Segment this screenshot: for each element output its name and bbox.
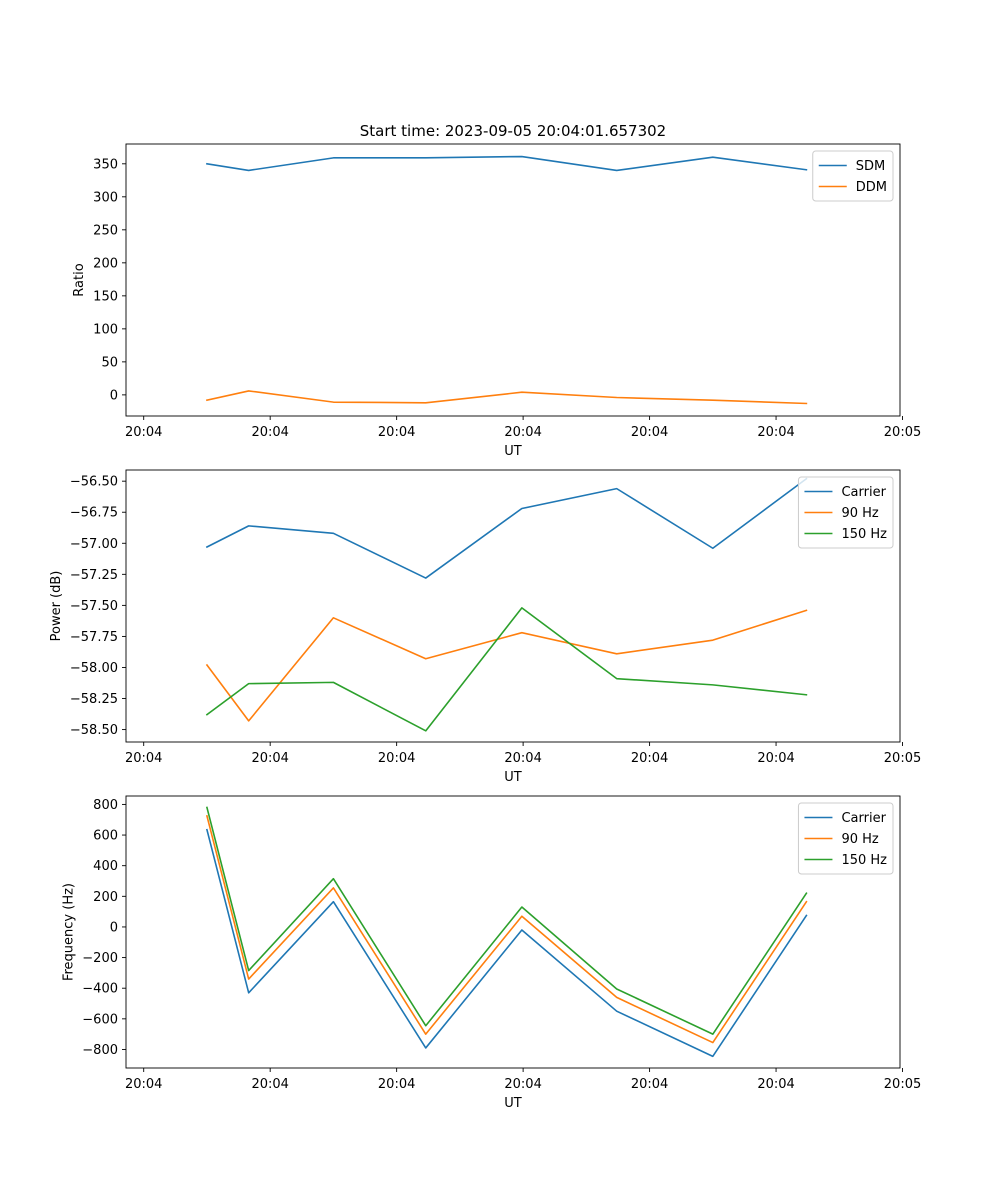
x-tick-label: 20:04 <box>504 425 541 440</box>
x-tick-label: 20:04 <box>251 425 288 440</box>
legend: Carrier 90 Hz 150 Hz <box>797 802 894 875</box>
legend-label: DDM <box>856 180 887 195</box>
x-tick-label: 20:04 <box>631 751 668 766</box>
y-tick-label: −200 <box>82 951 118 966</box>
y-axis-label: Ratio <box>72 263 87 296</box>
legend-entry: 90 Hz <box>804 832 879 847</box>
series-line-90-hz <box>205 609 808 722</box>
x-tick-label: 20:04 <box>504 751 541 766</box>
subplot-2: 20:04 20:04 20:04 20:04 20:04 20:04 20:05 −58.5… <box>49 469 921 785</box>
legend: SDM DDM <box>812 150 894 202</box>
legend-frame <box>812 150 894 202</box>
y-tick-label: 100 <box>93 322 118 337</box>
y-tick-label: 200 <box>93 890 118 905</box>
series-line-carrier <box>205 477 808 579</box>
x-tick-label: 20:04 <box>378 1077 415 1092</box>
series-line-150-hz <box>205 607 808 732</box>
series-line-carrier <box>205 828 808 1058</box>
series-lines <box>205 477 808 732</box>
x-tick-label: 20:04 <box>251 1077 288 1092</box>
subplots: 20:04 20:04 20:04 20:04 20:04 20:04 20:05 0 50 10… <box>49 143 921 1111</box>
legend-entry: SDM <box>818 159 885 174</box>
x-tick-label: 20:04 <box>757 1077 794 1092</box>
figure-title: Start time: 2023-09-05 20:04:01.657302 <box>360 122 666 140</box>
x-tick-label: 20:04 <box>378 751 415 766</box>
x-tick-label: 20:04 <box>125 425 162 440</box>
y-axis-label: Frequency (Hz) <box>61 883 76 981</box>
series-line-150-hz <box>205 806 808 1035</box>
y-tick-label: 300 <box>93 190 118 205</box>
legend-label: 150 Hz <box>841 527 887 542</box>
x-tick-label: 20:04 <box>631 425 668 440</box>
y-tick-label: −56.50 <box>70 475 118 490</box>
x-tick-label: 20:04 <box>125 1077 162 1092</box>
axes-frame <box>125 469 901 743</box>
y-tick-label: 250 <box>93 223 118 238</box>
y-tick-label: −57.00 <box>70 537 118 552</box>
legend-frame <box>797 476 894 549</box>
x-tick-label: 20:04 <box>251 751 288 766</box>
legend-label: 90 Hz <box>841 832 878 847</box>
legend: Carrier 90 Hz 150 Hz <box>797 476 894 549</box>
series-line-sdm <box>206 155 808 172</box>
x-tick-label: 20:05 <box>884 751 921 766</box>
y-tick-label: −58.50 <box>70 723 118 738</box>
x-tick-label: 20:04 <box>125 751 162 766</box>
series-line-90-hz <box>205 814 808 1044</box>
legend-entry: 150 Hz <box>804 853 887 868</box>
x-tick-label: 20:04 <box>378 425 415 440</box>
y-tick-label: −56.75 <box>70 506 118 521</box>
legend-label: Carrier <box>841 485 886 500</box>
y-tick-label: −57.75 <box>70 630 118 645</box>
axes-frame <box>125 795 901 1069</box>
y-tick-label: 800 <box>93 798 118 813</box>
x-axis-label: UT <box>504 1096 522 1111</box>
x-tick-label: 20:04 <box>757 425 794 440</box>
y-tick-label: −600 <box>82 1012 118 1027</box>
legend-label: 90 Hz <box>841 506 878 521</box>
y-tick-label: −800 <box>82 1043 118 1058</box>
y-tick-label: −57.25 <box>70 568 118 583</box>
y-tick-label: −58.00 <box>70 661 118 676</box>
x-tick-label: 20:05 <box>884 1077 921 1092</box>
series-lines <box>205 155 808 405</box>
x-tick-label: 20:04 <box>631 1077 668 1092</box>
legend-label: SDM <box>856 159 885 174</box>
legend-entry: Carrier <box>804 811 887 826</box>
y-tick-label: −58.25 <box>70 692 118 707</box>
y-tick-label: 0 <box>110 388 118 403</box>
x-axis-label: UT <box>504 444 522 459</box>
y-tick-label: 600 <box>93 829 118 844</box>
legend-entry: 90 Hz <box>804 506 879 521</box>
series-line-ddm <box>205 390 808 405</box>
y-tick-label: −57.50 <box>70 599 118 614</box>
legend-entry: Carrier <box>804 485 887 500</box>
y-tick-label: 0 <box>110 920 118 935</box>
subplot-1: 20:04 20:04 20:04 20:04 20:04 20:04 20:05 0 50 10… <box>72 143 921 459</box>
y-tick-label: 200 <box>93 256 118 271</box>
y-tick-label: 400 <box>93 859 118 874</box>
y-tick-label: 50 <box>101 355 118 370</box>
y-tick-label: 150 <box>93 289 118 304</box>
y-tick-label: 350 <box>93 157 118 172</box>
x-tick-label: 20:04 <box>504 1077 541 1092</box>
y-axis-label: Power (dB) <box>49 571 64 642</box>
legend-label: Carrier <box>841 811 886 826</box>
x-tick-label: 20:05 <box>884 425 921 440</box>
series-lines <box>205 806 808 1058</box>
subplot-3: 20:04 20:04 20:04 20:04 20:04 20:04 20:05 −800 −… <box>61 795 921 1111</box>
y-tick-label: −400 <box>82 982 118 997</box>
legend-entry: DDM <box>818 180 887 195</box>
legend-entry: 150 Hz <box>804 527 887 542</box>
x-axis-label: UT <box>504 770 522 785</box>
legend-frame <box>797 802 894 875</box>
legend-label: 150 Hz <box>841 853 887 868</box>
x-tick-label: 20:04 <box>757 751 794 766</box>
axes-frame <box>125 143 901 417</box>
